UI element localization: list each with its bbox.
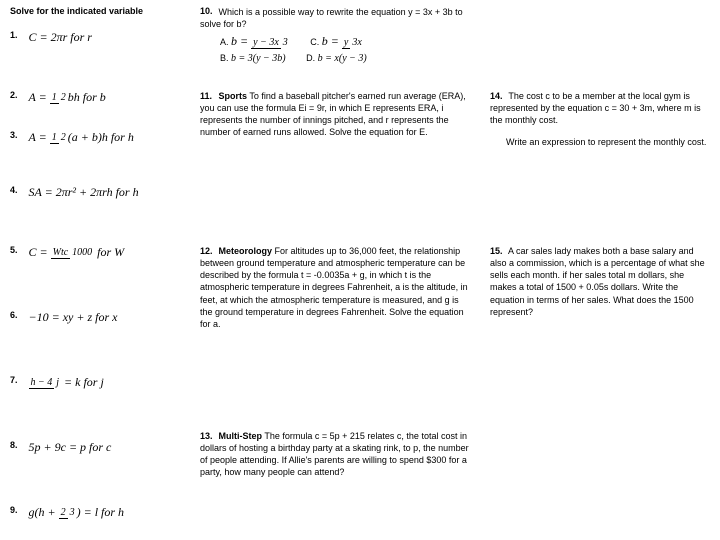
question-10: 10. Which is a possible way to rewrite t… — [200, 6, 470, 64]
q6-num: 6. — [10, 310, 26, 320]
q14-text2: Write an expression to represent the mon… — [506, 136, 710, 148]
q4-expr: SA = 2πr² + 2πrh for h — [29, 185, 139, 199]
question-1: 1. C = 2πr for r — [10, 30, 190, 45]
question-7: 7. h − 4j = k for j — [10, 375, 190, 390]
question-2: 2. A = 12bh for b — [10, 90, 190, 105]
question-15: 15. A car sales lady makes both a base s… — [490, 245, 710, 318]
q11-num: 11. — [200, 90, 216, 102]
question-11: 11. Sports To find a baseball pitcher's … — [200, 90, 470, 139]
q10-optD: D. b = x(y − 3) — [306, 53, 367, 64]
question-3: 3. A = 12(a + b)h for h — [10, 130, 190, 145]
q15-text: A car sales lady makes both a base salar… — [490, 246, 705, 317]
q9-expr: g(h + 23) = l for h — [29, 505, 125, 519]
q12-num: 12. — [200, 245, 216, 257]
q5-num: 5. — [10, 245, 26, 255]
q6-expr: −10 = xy + z for x — [29, 310, 118, 324]
q3-expr: A = 12(a + b)h for h — [29, 130, 134, 144]
question-14: 14. The cost c to be a member at the loc… — [490, 90, 710, 149]
q2-expr: A = 12bh for b — [29, 90, 106, 104]
q1-num: 1. — [10, 30, 26, 40]
q10-text: Which is a possible way to rewrite the e… — [200, 7, 463, 29]
question-13: 13. Multi-Step The formula c = 5p + 215 … — [200, 430, 470, 479]
q2-num: 2. — [10, 90, 26, 100]
question-9: 9. g(h + 23) = l for h — [10, 505, 190, 520]
q9-num: 9. — [10, 505, 26, 515]
q14-num: 14. — [490, 90, 506, 102]
question-4: 4. SA = 2πr² + 2πrh for h — [10, 185, 190, 200]
q8-expr: 5p + 9c = p for c — [29, 440, 112, 454]
question-12: 12. Meteorology For altitudes up to 36,0… — [200, 245, 470, 330]
q12-body: Meteorology For altitudes up to 36,000 f… — [200, 246, 468, 329]
q11-body: Sports To find a baseball pitcher's earn… — [200, 91, 466, 137]
q10-optA: A. b = y − 3x3 — [220, 34, 290, 49]
q8-num: 8. — [10, 440, 26, 450]
q1-expr: C = 2πr for r — [29, 30, 92, 44]
q10-num: 10. — [200, 6, 216, 16]
q15-num: 15. — [490, 245, 506, 257]
q3-num: 3. — [10, 130, 26, 140]
q7-expr: h − 4j = k for j — [29, 375, 104, 389]
q10-optC: C. b = y3x — [310, 34, 364, 49]
q5-expr: C = Wtc1000 for W — [29, 245, 125, 259]
question-5: 5. C = Wtc1000 for W — [10, 245, 190, 260]
question-6: 6. −10 = xy + z for x — [10, 310, 190, 325]
q4-num: 4. — [10, 185, 26, 195]
q7-num: 7. — [10, 375, 26, 385]
question-8: 8. 5p + 9c = p for c — [10, 440, 190, 455]
q10-optB: B. b = 3(y − 3b) — [220, 53, 286, 64]
q14-text1: The cost c to be a member at the local g… — [490, 91, 701, 125]
q13-num: 13. — [200, 430, 216, 442]
q13-body: Multi-Step The formula c = 5p + 215 rela… — [200, 431, 469, 477]
